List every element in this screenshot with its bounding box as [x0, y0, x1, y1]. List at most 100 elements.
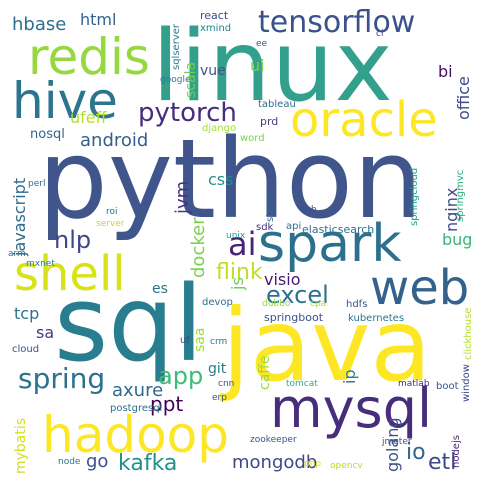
word-flink: flink [216, 260, 263, 285]
word-ui: ui [250, 56, 265, 75]
word-prd: prd [260, 115, 279, 128]
word-zookeeper: zookeeper [250, 435, 297, 445]
word-bug: bug [442, 230, 473, 249]
word-sa: sa [36, 323, 55, 342]
word-android: android [80, 130, 149, 151]
word-sdk: sdk [256, 222, 274, 233]
word-jmeter: jmeter [382, 437, 412, 447]
word-sql: sql [54, 263, 204, 385]
word-js: js [228, 277, 247, 290]
word-server: server [96, 219, 125, 229]
word-nlp: nlp [54, 226, 92, 254]
word-mxnet: mxnet [26, 259, 55, 269]
word-ip: ip [340, 369, 359, 384]
word-saa: saa [192, 327, 208, 352]
word-clickhouse: clickhouse [463, 307, 474, 361]
word-golang: golang [383, 417, 402, 473]
word-hadoop: hadoop [42, 406, 229, 464]
word-springmvc: springmvc [455, 169, 466, 222]
word-window: window [461, 364, 472, 402]
word-mysql: mysql [270, 377, 432, 440]
word-django: django [202, 123, 237, 134]
word-php: php [304, 459, 322, 469]
word-es: es [152, 281, 168, 297]
word-oracle: oracle [290, 92, 438, 148]
word-springcloud: springcloud [409, 167, 420, 226]
word-uf: uf [180, 335, 190, 346]
word-axure: axure [112, 380, 164, 401]
word-visio: visio [264, 270, 301, 289]
word-git: git [208, 361, 227, 377]
word-css: css [208, 170, 234, 189]
word-crm: crm [210, 337, 228, 347]
word-matlab: matlab [398, 379, 430, 389]
word-tcp: tcp [14, 304, 40, 323]
word-redis: redis [28, 28, 150, 86]
word-javascript: javascript [10, 177, 29, 256]
word-google: google [160, 75, 191, 85]
word-hive: hive [12, 72, 118, 130]
word-html: html [80, 10, 117, 29]
word-hbase: hbase [12, 14, 67, 35]
word-elasticsearch: elasticsearch [302, 223, 375, 236]
word-spark: spark [258, 214, 402, 274]
word-tableau: tableau [258, 99, 296, 110]
word-hdfs: hdfs [346, 299, 368, 310]
word-pytorch: pytorch [138, 98, 237, 128]
word-docker: docker [188, 217, 209, 278]
word-ee: ee [256, 39, 268, 49]
word-roi: roi [106, 207, 118, 217]
word-etl: etl [428, 450, 457, 475]
word-storm: storm [265, 193, 276, 222]
word-opencv: opencv [330, 461, 363, 471]
word-cnn: cnn [218, 379, 235, 389]
word-react: react [200, 9, 229, 22]
word-ai: ai [228, 225, 257, 263]
word-mybatis: mybatis [13, 417, 29, 474]
word-erp: erp [212, 393, 227, 403]
word-word: word [240, 133, 265, 144]
word-arm: arm [8, 249, 26, 259]
word-vue: vue [200, 63, 226, 79]
word-ufeff: ufeff [70, 108, 107, 127]
word-nodejs: nodejs [451, 435, 462, 468]
word-tensorflow: tensorflow [258, 5, 416, 40]
word-dubbo: dubbo [262, 299, 291, 309]
word-nosql: nosql [30, 127, 65, 142]
word-java: java [222, 287, 432, 404]
word-office: office [454, 76, 473, 120]
word-springboot: springboot [264, 311, 324, 324]
word-perl: perl [28, 179, 46, 189]
word-ppt: ppt [150, 392, 184, 416]
word-python: python [38, 115, 423, 243]
word-tob: tob [302, 205, 317, 215]
word-cpa: cpa [310, 299, 327, 309]
word-node: node [58, 457, 81, 467]
word-postgresql: postgresql [110, 403, 163, 414]
word-kafka: kafka [118, 451, 178, 476]
word-api: api [286, 221, 302, 232]
word-shell: shell [14, 246, 126, 302]
word-caffe: caffe [257, 355, 273, 390]
word-web: web [370, 260, 470, 316]
word-app: app [158, 362, 204, 390]
word-jvm: jvm [172, 180, 193, 214]
word-io: io [406, 440, 426, 465]
word-bi: bi [438, 62, 453, 81]
word-unix: unix [226, 231, 246, 241]
word-excel: excel [266, 281, 329, 309]
word-scala: scala [183, 61, 199, 98]
word-cloud: cloud [12, 344, 40, 355]
word-sqlserver: sqlserver [171, 24, 182, 70]
word-linux: linux [152, 10, 394, 124]
word-spring: spring [18, 362, 106, 395]
word-go: go [86, 451, 109, 472]
word-ci: ci [376, 29, 384, 39]
word-devop: devop [202, 297, 233, 308]
word-boot: boot [436, 381, 459, 392]
word-tomcat: tomcat [286, 379, 318, 389]
word-xmind: xmind [200, 23, 232, 34]
word-mongodb: mongodb [232, 452, 318, 473]
word-kubernetes: kubernetes [348, 313, 405, 324]
